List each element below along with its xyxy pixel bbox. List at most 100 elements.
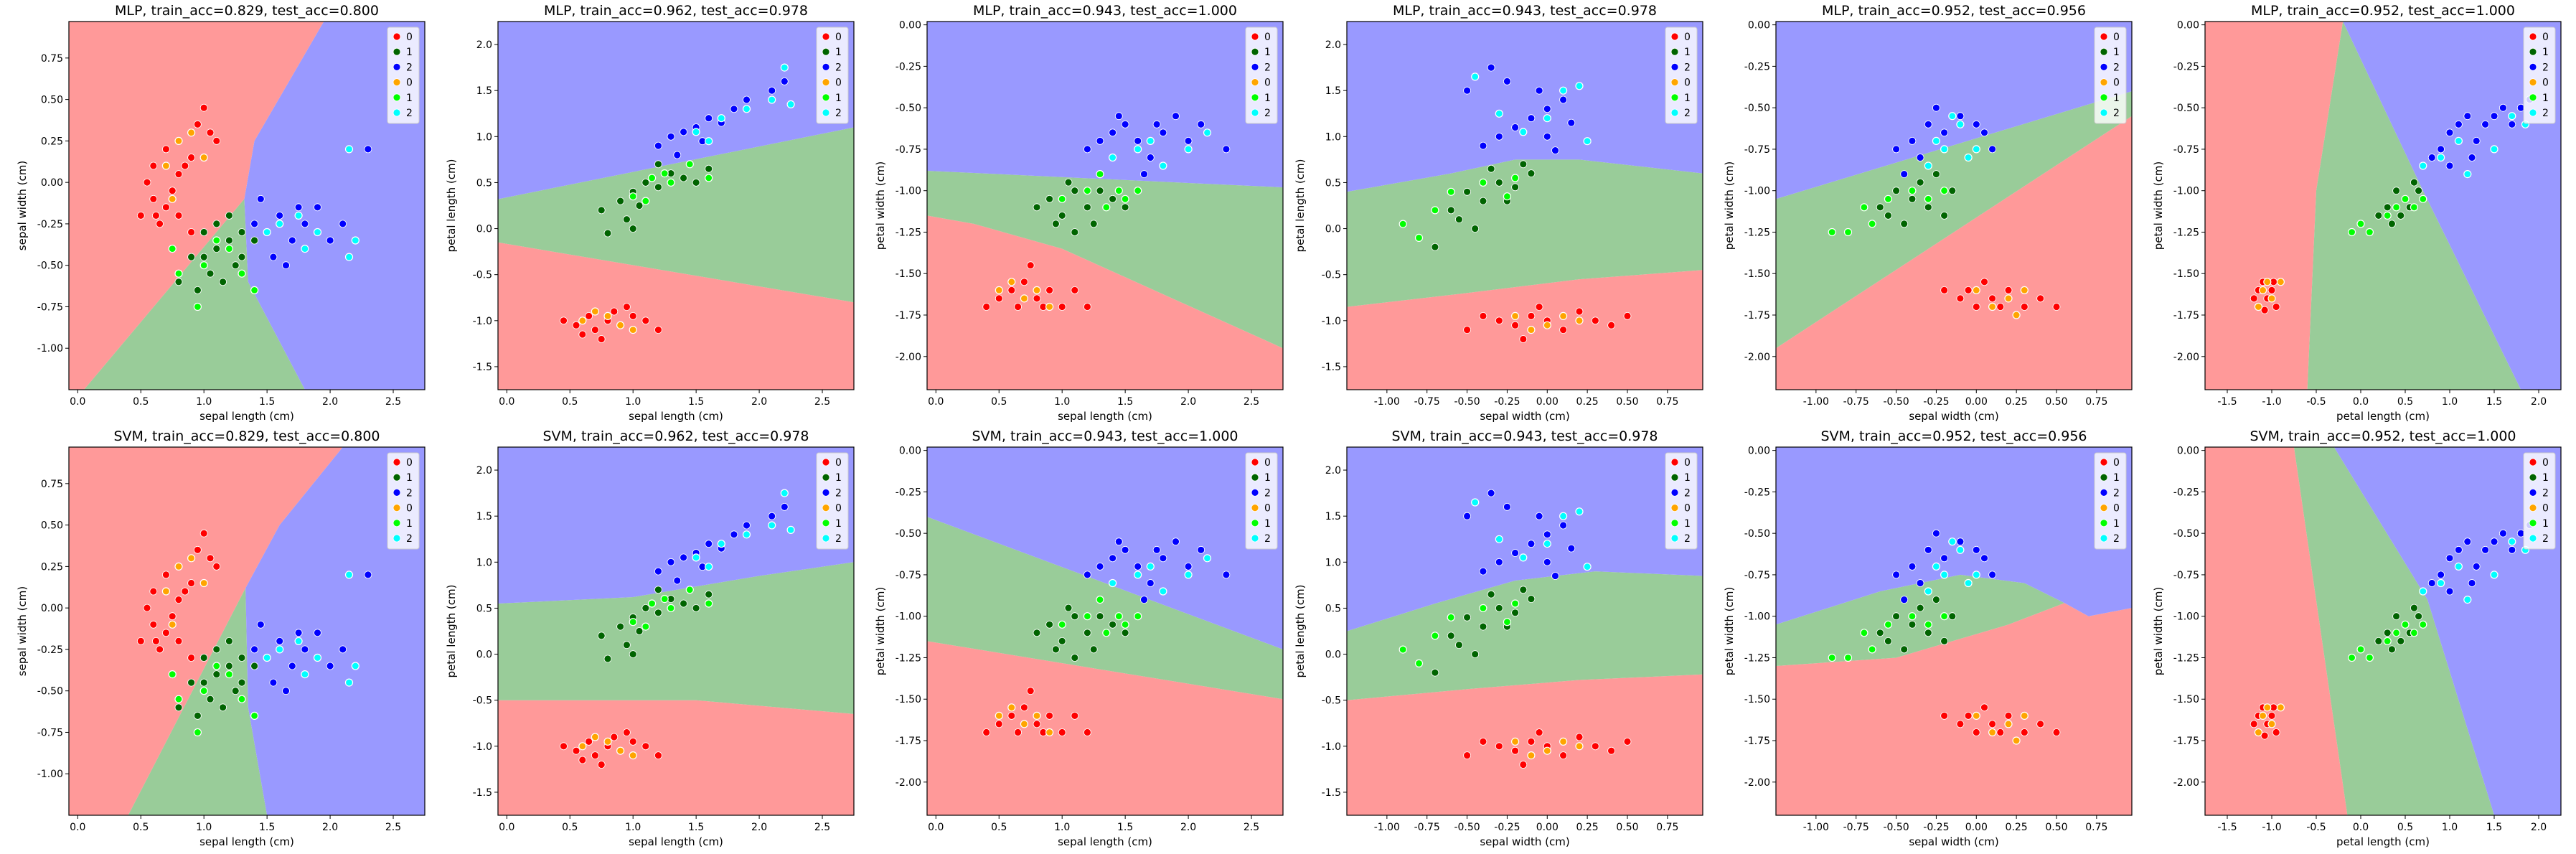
train-point-class-1 — [206, 695, 215, 703]
test-point-class-0 — [1559, 311, 1568, 320]
y-tick-label: -1.00 — [1744, 611, 1770, 623]
train-point-class-0 — [1495, 316, 1503, 325]
region-class-0 — [2205, 22, 2344, 390]
x-tick-label: 0.0 — [2353, 822, 2369, 833]
legend-marker — [1251, 519, 1259, 527]
x-tick-label: 0.0 — [70, 396, 85, 408]
train-point-class-2 — [1924, 545, 1932, 554]
train-point-class-0 — [2004, 286, 2013, 294]
legend-box — [816, 27, 849, 124]
decision-regions — [69, 22, 425, 390]
train-point-class-1 — [238, 654, 246, 662]
train-point-class-0 — [610, 733, 619, 741]
legend-marker — [2529, 108, 2537, 117]
x-tick-label: 0.00 — [1965, 822, 1988, 833]
train-point-class-1 — [629, 225, 637, 233]
train-point-class-1 — [597, 632, 606, 640]
test-point-class-0 — [2012, 311, 2021, 319]
decision-regions — [498, 447, 854, 815]
x-tick-label: -0.50 — [1454, 396, 1480, 408]
train-point-class-1 — [623, 215, 631, 224]
test-point-class-2 — [1932, 136, 1940, 145]
test-point-class-0 — [1020, 294, 1029, 303]
train-point-class-1 — [603, 654, 612, 663]
test-point-class-2 — [2454, 562, 2463, 571]
train-point-class-2 — [326, 662, 334, 670]
x-tick-label: -0.50 — [1454, 822, 1480, 833]
x-tick-label: 1.5 — [1117, 396, 1133, 408]
region-class-0 — [1347, 270, 1703, 390]
train-point-class-0 — [2004, 712, 2013, 720]
legend-label: 2 — [2542, 62, 2549, 73]
subplot-title: MLP, train_acc=0.952, test_acc=1.000 — [2251, 3, 2515, 19]
test-point-class-1 — [2392, 629, 2401, 637]
train-point-class-1 — [250, 236, 259, 245]
test-point-class-1 — [212, 662, 221, 670]
legend-marker — [2100, 63, 2108, 71]
y-tick-label: 0.0 — [1325, 649, 1341, 661]
train-point-class-0 — [1607, 321, 1616, 329]
test-point-class-2 — [1956, 545, 1965, 554]
region-class-0 — [1347, 674, 1703, 815]
train-point-class-0 — [641, 742, 650, 751]
legend-marker — [392, 489, 401, 497]
x-tick-label: 1.5 — [688, 822, 704, 833]
train-point-class-2 — [269, 253, 278, 261]
train-point-class-2 — [2490, 538, 2499, 546]
train-point-class-0 — [1511, 746, 1520, 755]
test-point-class-1 — [1908, 187, 1917, 195]
train-point-class-0 — [1940, 286, 1949, 294]
legend-label: 2 — [835, 108, 842, 119]
test-point-class-1 — [1414, 233, 1424, 242]
legend-marker — [392, 519, 401, 527]
test-point-class-0 — [629, 751, 637, 760]
y-tick-label: -1.75 — [1744, 310, 1770, 322]
y-tick-label: 0.75 — [41, 479, 63, 490]
y-tick-label: 2.0 — [1325, 39, 1341, 51]
train-point-class-1 — [238, 678, 246, 687]
train-point-class-1 — [1940, 637, 1949, 645]
train-point-class-2 — [2481, 545, 2490, 554]
train-point-class-2 — [1535, 512, 1543, 520]
subplot-title: SVM, train_acc=0.962, test_acc=0.978 — [542, 428, 809, 444]
x-tick-label: -1.00 — [1803, 822, 1829, 833]
train-point-class-1 — [1948, 187, 1957, 195]
legend-label: 1 — [2113, 93, 2120, 104]
legend-marker — [822, 78, 830, 86]
train-point-class-2 — [1511, 123, 1520, 131]
x-axis-label: sepal width (cm) — [1909, 835, 1998, 848]
region-class-2 — [245, 447, 425, 815]
decision-regions — [498, 22, 854, 390]
train-point-class-0 — [2260, 731, 2269, 740]
test-point-class-1 — [2419, 620, 2427, 629]
y-tick-label: -0.50 — [896, 528, 921, 540]
subplot-title: SVM, train_acc=0.829, test_acc=0.800 — [113, 428, 380, 444]
region-class-0 — [2205, 447, 2348, 815]
y-tick-label: -0.25 — [2173, 487, 2199, 498]
y-tick-label: 2.0 — [476, 465, 492, 477]
test-point-class-2 — [1108, 153, 1117, 162]
x-tick-label: -0.25 — [1494, 822, 1520, 833]
x-tick-label: 0.5 — [133, 396, 149, 408]
legend-label: 1 — [1264, 47, 1271, 58]
legend-label: 2 — [406, 62, 413, 73]
train-point-class-0 — [1033, 720, 1041, 728]
region-class-0 — [927, 641, 1283, 815]
train-point-class-1 — [199, 654, 208, 662]
test-point-class-2 — [1972, 571, 1980, 579]
test-point-class-2 — [351, 236, 359, 245]
y-tick-label: -0.25 — [1744, 61, 1770, 72]
train-point-class-1 — [219, 703, 227, 712]
train-point-class-0 — [1479, 311, 1487, 320]
region-class-2 — [1776, 22, 2132, 200]
region-class-0 — [927, 215, 1283, 390]
scatter-points — [982, 112, 1231, 311]
train-point-class-1 — [2392, 612, 2401, 621]
train-point-class-1 — [654, 183, 662, 192]
train-point-class-0 — [585, 311, 593, 320]
legend-marker — [2529, 473, 2537, 482]
train-point-class-2 — [667, 132, 675, 141]
train-point-class-2 — [294, 629, 303, 637]
train-point-class-0 — [1527, 311, 1536, 320]
